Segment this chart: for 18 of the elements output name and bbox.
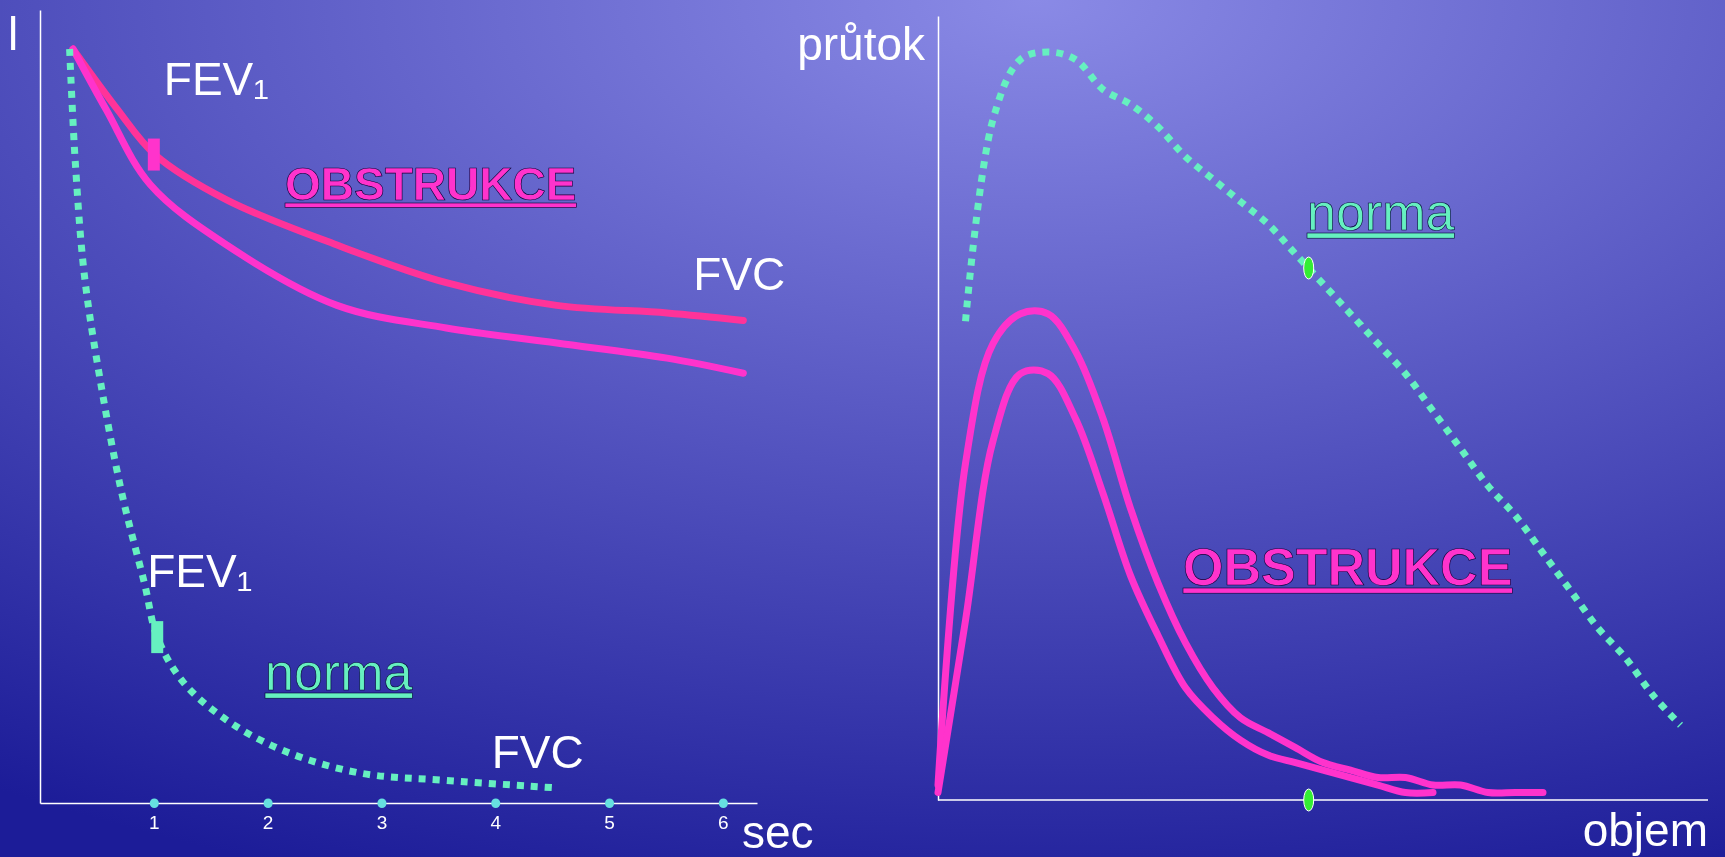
annotation: FEV₁ — [147, 545, 253, 598]
annotation: OBSTRUKCE — [1183, 538, 1513, 596]
y-axis-title: průtok — [797, 18, 926, 70]
x-tick-label: 1 — [149, 811, 160, 833]
x-tick-label: 6 — [718, 811, 729, 833]
x-tick-label: 5 — [604, 811, 615, 833]
x-axis-title: sec — [742, 806, 814, 857]
annotation: FVC — [491, 725, 584, 778]
annotation: FEV₁ — [163, 52, 269, 105]
x-tick-label: 4 — [490, 811, 502, 833]
annotation: FVC — [693, 248, 786, 301]
x-axis-title: objem — [1582, 804, 1708, 856]
x-tick-label: 3 — [376, 811, 388, 833]
x-tick-label: 2 — [262, 811, 274, 833]
y-axis-title: l — [8, 8, 19, 60]
annotation: norma — [1307, 183, 1455, 241]
annotation: OBSTRUKCE — [285, 158, 577, 210]
annotation: norma — [265, 643, 413, 701]
